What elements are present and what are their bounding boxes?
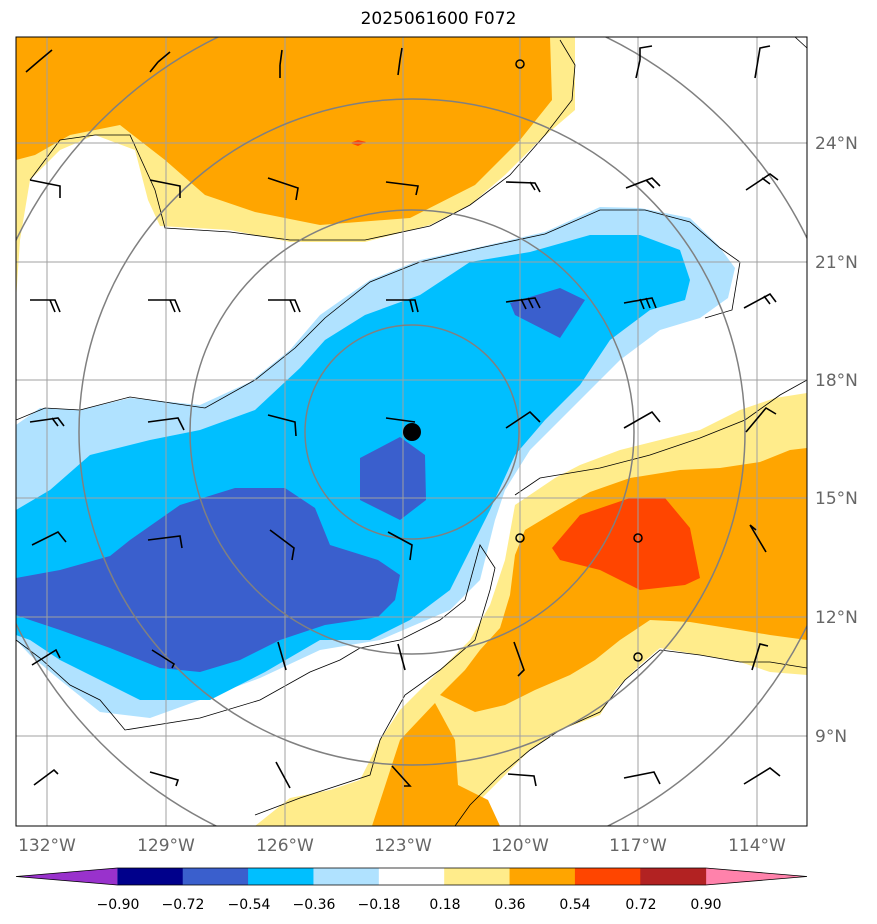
colorbar-extend-left xyxy=(16,868,118,885)
colorbar xyxy=(15,867,808,886)
colorbar-outline xyxy=(15,867,808,886)
colorbar-segment xyxy=(509,868,576,885)
lon-label: 123°W xyxy=(374,836,432,856)
colorbar-tick-label: −0.72 xyxy=(162,897,205,913)
lon-label: 114°W xyxy=(728,836,786,856)
lat-label: 12°N xyxy=(815,608,858,628)
colorbar-segment xyxy=(574,868,641,885)
lon-label: 132°W xyxy=(18,836,76,856)
range-rings xyxy=(16,37,807,826)
lat-label: 18°N xyxy=(815,371,858,391)
gridlines xyxy=(16,37,807,826)
lat-label: 15°N xyxy=(815,489,858,509)
map-frame xyxy=(15,36,808,827)
colorbar-tick-label: −0.18 xyxy=(358,897,401,913)
longitude-labels: 132°W 129°W 126°W 123°W 120°W 117°W 114°… xyxy=(18,836,786,856)
latitude-labels: 24°N 21°N 18°N 15°N 12°N 9°N xyxy=(815,134,858,747)
lat-label: 21°N xyxy=(815,253,858,273)
colorbar-segment xyxy=(444,868,511,885)
map-title: 2025061600 F072 xyxy=(360,9,517,29)
map-area xyxy=(16,37,807,826)
colorbar-tick-label: 0.54 xyxy=(559,897,590,913)
colorbar-tick-label: 0.72 xyxy=(625,897,656,913)
positive-anomaly-northwest-orange xyxy=(16,37,552,225)
colorbar-segment xyxy=(182,868,249,885)
colorbar-tick-labels: −0.90 −0.72 −0.54 −0.36 −0.18 0.18 0.36 … xyxy=(97,897,722,913)
lon-label: 117°W xyxy=(609,836,667,856)
calm-wind-circles xyxy=(515,59,643,662)
colorbar-extend-right xyxy=(705,868,807,885)
colorbar-segment xyxy=(378,868,445,885)
lon-label: 120°W xyxy=(491,836,549,856)
colorbar-tick-label: −0.36 xyxy=(293,897,336,913)
storm-center-marker xyxy=(403,423,421,441)
colorbar-tick-label: 0.90 xyxy=(690,897,721,913)
lat-label: 24°N xyxy=(815,134,858,154)
lon-label: 129°W xyxy=(137,836,195,856)
wind-barbs xyxy=(25,45,781,789)
colorbar-tick-label: 0.18 xyxy=(429,897,460,913)
colorbar-tick-label: 0.36 xyxy=(494,897,525,913)
colorbar-segment xyxy=(313,868,380,885)
colorbar-tick-label: −0.54 xyxy=(228,897,271,913)
negative-anomaly-blue-center xyxy=(360,437,426,520)
lon-label: 126°W xyxy=(256,836,314,856)
colorbar-segment xyxy=(640,868,707,885)
lat-label: 9°N xyxy=(815,727,847,747)
colorbar-tick-label: −0.90 xyxy=(97,897,140,913)
colorbar-segment xyxy=(117,868,184,885)
colorbar-segment xyxy=(248,868,314,885)
